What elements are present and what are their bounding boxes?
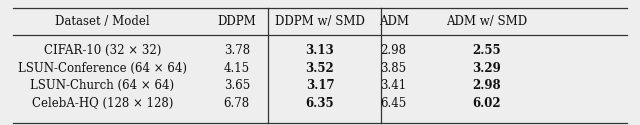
Text: LSUN-Conference (64 × 64): LSUN-Conference (64 × 64) [18,62,187,75]
Text: 6.78: 6.78 [224,97,250,110]
Text: LSUN-Church (64 × 64): LSUN-Church (64 × 64) [30,79,175,92]
Text: 3.65: 3.65 [223,79,250,92]
Text: Dataset / Model: Dataset / Model [55,15,150,28]
Text: 4.15: 4.15 [224,62,250,75]
Text: 3.17: 3.17 [306,79,334,92]
Text: 3.29: 3.29 [472,62,500,75]
Text: 2.98: 2.98 [381,44,406,57]
Text: ADM w/ SMD: ADM w/ SMD [446,15,527,28]
Text: ADM: ADM [379,15,408,28]
Text: 6.02: 6.02 [472,97,500,110]
Text: 3.78: 3.78 [224,44,250,57]
Text: 3.13: 3.13 [306,44,334,57]
Text: 3.52: 3.52 [306,62,334,75]
Text: 3.41: 3.41 [381,79,406,92]
Text: 2.55: 2.55 [472,44,500,57]
Text: DDPM: DDPM [218,15,256,28]
Text: 3.85: 3.85 [381,62,406,75]
Text: CelebA-HQ (128 × 128): CelebA-HQ (128 × 128) [32,97,173,110]
Text: 6.35: 6.35 [306,97,334,110]
Text: DDPM w/ SMD: DDPM w/ SMD [275,15,365,28]
Text: 6.45: 6.45 [380,97,407,110]
Text: 2.98: 2.98 [472,79,500,92]
Text: CIFAR-10 (32 × 32): CIFAR-10 (32 × 32) [44,44,161,57]
